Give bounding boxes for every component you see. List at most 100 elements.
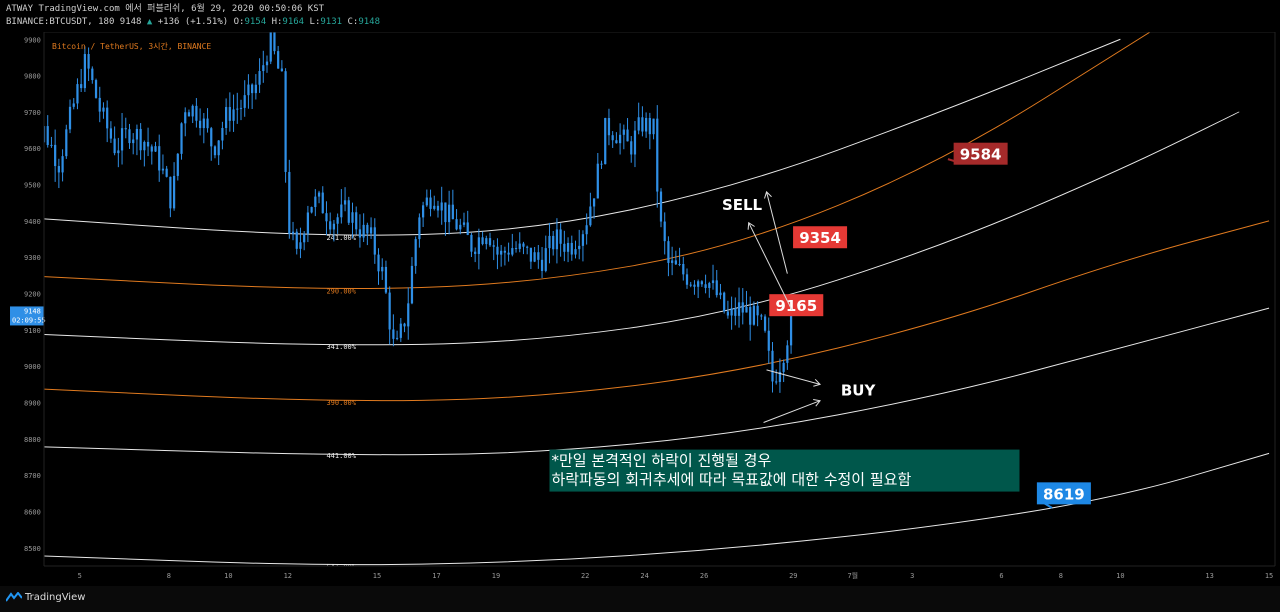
candle-body (213, 146, 217, 156)
candle-body (198, 120, 202, 129)
candle-body (44, 126, 46, 143)
candle-body (589, 206, 592, 226)
candle-body (749, 306, 752, 325)
candle-body (91, 68, 94, 81)
candle-body (343, 200, 347, 205)
candle-body (407, 303, 410, 327)
candle-body (280, 68, 283, 72)
candle-body (221, 127, 224, 141)
candle-body (786, 345, 789, 363)
open-label: O: (233, 17, 245, 27)
candle-body (72, 103, 75, 107)
y-tick-label: 9200 (24, 291, 41, 299)
candle-body (440, 202, 443, 211)
candle-body (552, 235, 555, 250)
candle-body (548, 235, 551, 249)
y-tick-label: 9300 (24, 254, 41, 262)
low-label: L: (309, 17, 321, 27)
fib-arc-5 (44, 452, 1270, 566)
candle-body (366, 224, 369, 234)
candle-body (436, 205, 440, 211)
candle-body (139, 128, 142, 151)
candle-body (325, 213, 328, 222)
candle-body (206, 118, 209, 129)
fib-arc-label-4: 441.00% (326, 452, 356, 460)
y-tick-label: 9400 (24, 218, 41, 226)
candle-body (124, 128, 127, 130)
candle-body (663, 221, 666, 242)
candle-body (288, 171, 291, 234)
tradingview-brand[interactable]: TradingView (6, 592, 85, 603)
candle-body (306, 212, 310, 234)
candle-body (94, 80, 98, 98)
note-line-1: *만일 본격적인 하락이 진행될 경우 (551, 452, 771, 470)
candle-body (488, 238, 492, 246)
candle-body (106, 107, 109, 129)
sell-arrow-up-head (747, 221, 755, 230)
x-tick-label: 5 (78, 572, 82, 580)
candle-body (630, 141, 633, 155)
candle-body (57, 166, 60, 173)
candle-body (645, 117, 648, 132)
candle-body (704, 284, 707, 288)
candle-body (585, 225, 588, 235)
buy-arrow-up-head (813, 399, 821, 407)
candle-body (102, 107, 105, 112)
x-tick-label: 17 (432, 572, 440, 580)
header-ohlc-line: BINANCE:BTCUSDT, 180 9148 ▲ +136 (+1.51%… (6, 16, 380, 29)
candle-body (217, 140, 220, 156)
candle-body (492, 245, 495, 247)
candle-body (113, 138, 116, 154)
fib-arc-0 (44, 38, 1121, 236)
fib-arc-label-5: 541.00% (326, 563, 356, 571)
candle-body (455, 219, 458, 230)
close-value: 9148 (358, 17, 381, 27)
candle-body (109, 128, 113, 139)
high-value: 9164 (282, 17, 305, 27)
y-tick-label: 9700 (24, 109, 41, 117)
candle-body (83, 54, 86, 89)
candle-body (444, 202, 447, 223)
buy-arrow-right (766, 369, 821, 385)
sell-arrow-up (748, 222, 793, 311)
candle-body (477, 237, 480, 254)
candle-body (474, 251, 477, 254)
y-tick-label: 8700 (24, 472, 41, 480)
candle-body (763, 316, 767, 331)
candle-body (210, 128, 213, 147)
candle-body (384, 266, 388, 293)
y-tick-label: 9500 (24, 182, 41, 190)
candle-body (723, 292, 726, 312)
candle-body (184, 112, 187, 124)
candle-body (299, 242, 302, 249)
candle-body (395, 337, 399, 339)
candle-body (340, 204, 343, 218)
candle-body (317, 192, 321, 197)
buy-arrow-right-head (813, 378, 822, 387)
candle-body (355, 212, 358, 230)
candle-body (351, 212, 354, 223)
candle-body (321, 192, 324, 214)
x-tick-label: 19 (492, 572, 500, 580)
high-label: H: (271, 17, 283, 27)
y-tick-label: 9600 (24, 145, 41, 153)
candle-body (600, 163, 603, 165)
candle-body (667, 241, 670, 263)
candle-body (537, 252, 540, 260)
candle-body (771, 350, 774, 382)
candle-body (135, 128, 139, 140)
candle-body (652, 118, 655, 135)
candle-body (251, 84, 254, 94)
candle-body (410, 265, 414, 304)
candle-body (120, 128, 124, 151)
x-axis: 5 8 10 12 15 17 19 22 24 26 29 7월 3 6 8 10 13 15 (44, 566, 1275, 586)
candle-body (165, 168, 168, 177)
brand-label: TradingView (25, 592, 86, 603)
candle-body (618, 134, 622, 144)
candle-body (767, 330, 770, 351)
candle-body (202, 118, 205, 129)
x-tick-label: 6 (999, 572, 1003, 580)
candle-body (128, 129, 131, 144)
candle-body (730, 308, 733, 316)
